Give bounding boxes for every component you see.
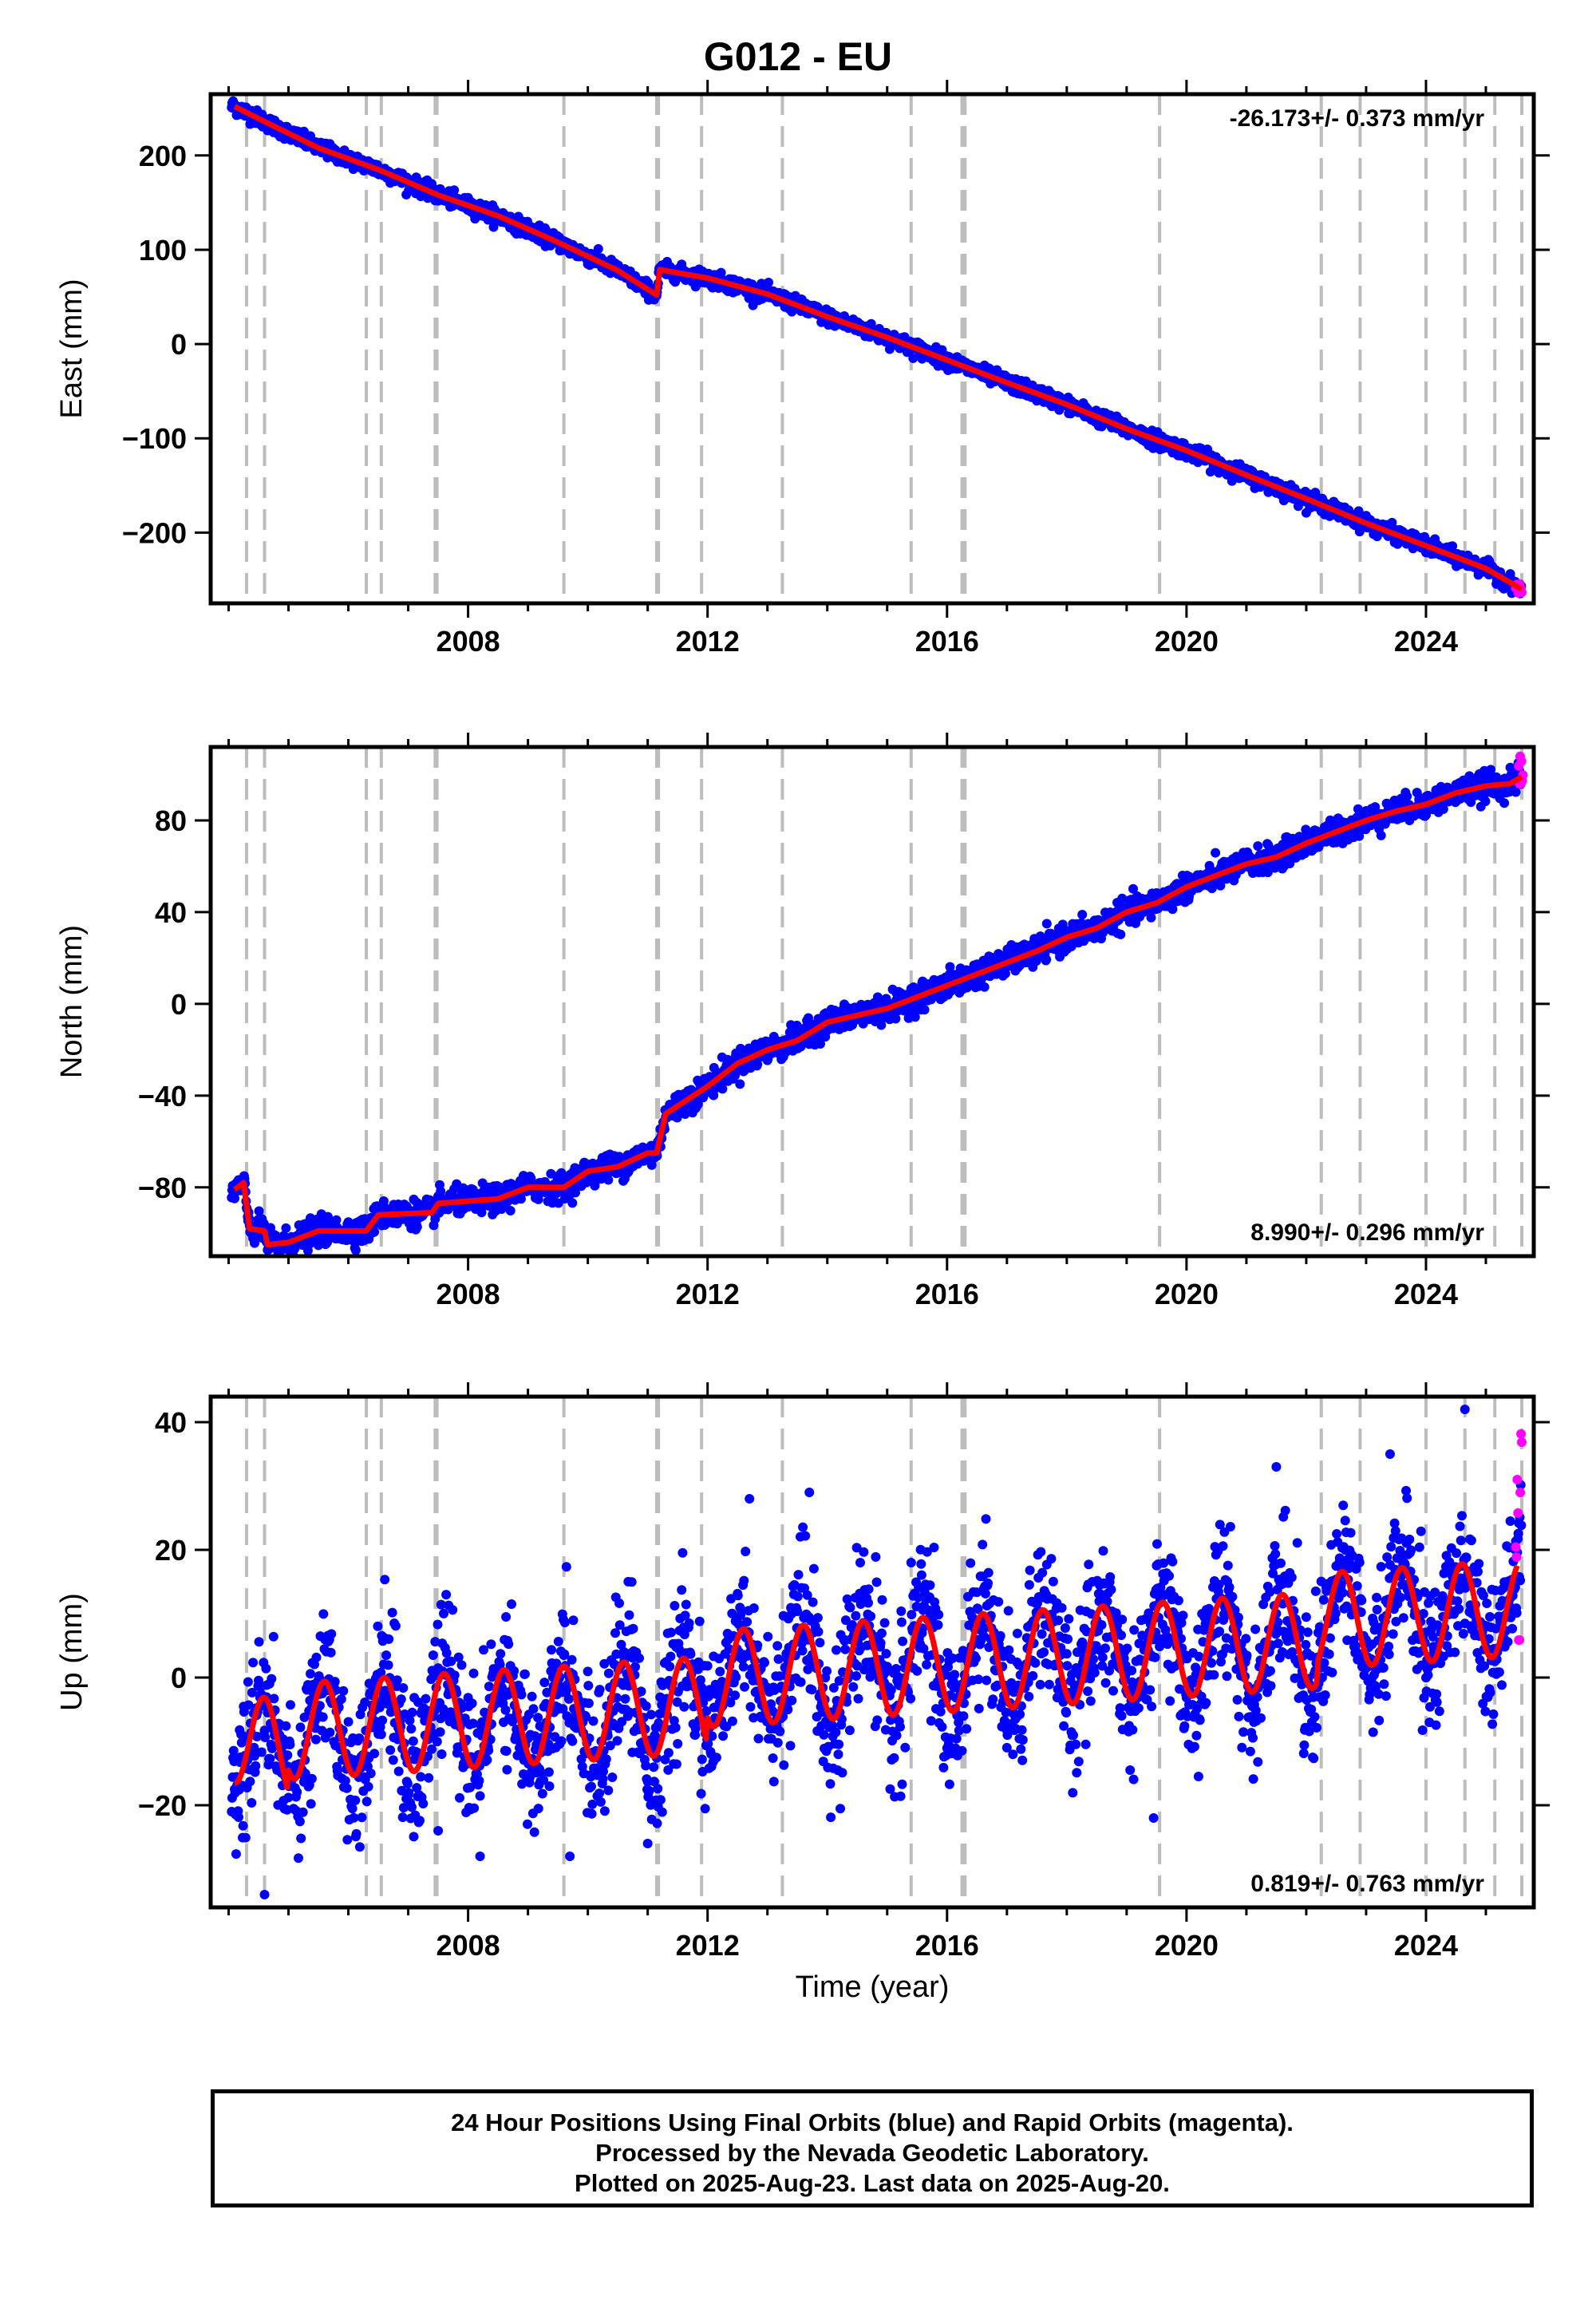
fit-line: [233, 104, 1523, 592]
velocity-rate-label: -26.173+/- 0.373 mm/yr: [1230, 105, 1485, 132]
x-tick-label: 2008: [437, 625, 500, 658]
x-tick-label: 2020: [1155, 625, 1219, 658]
data-point: [350, 1245, 361, 1255]
data-point: [1253, 841, 1263, 852]
data-point: [735, 1079, 745, 1089]
y-tick-label: −100: [122, 422, 187, 455]
data-point: [1116, 929, 1126, 939]
data-point: [693, 1099, 703, 1109]
data-point: [505, 1206, 516, 1215]
data-point: [516, 1194, 526, 1204]
data-point: [1448, 541, 1458, 551]
data-point: [250, 1238, 259, 1248]
data-point: [945, 962, 955, 972]
data-point: [331, 1215, 342, 1225]
data-point: [717, 1084, 728, 1094]
chart-panel-1: 2008 2012 2016 2020 2024 −200 −100 0 100 200 East …: [55, 80, 1550, 658]
data-point: [254, 1206, 264, 1216]
data-point: [910, 1012, 920, 1022]
x-tick-label: 2012: [676, 625, 740, 658]
data-point: [908, 353, 918, 363]
data-point: [369, 1227, 380, 1237]
data-point: [816, 1039, 825, 1049]
data-point: [764, 278, 773, 287]
data-point: [1000, 968, 1010, 978]
y-tick-label: 200: [139, 140, 187, 172]
data-point: [449, 185, 460, 196]
x-tick-label: 2024: [1394, 625, 1458, 658]
data-point: [603, 1175, 614, 1185]
y-tick-label: −200: [122, 516, 187, 549]
data-point: [488, 222, 499, 232]
axis-frame: [208, 92, 1536, 606]
data-point: [1211, 848, 1221, 858]
y-tick-label: 0: [171, 328, 187, 361]
data-point: [567, 1198, 578, 1208]
data-point: [1041, 954, 1052, 965]
data-point: [533, 1194, 543, 1204]
y-axis-label: East (mm): [55, 279, 89, 418]
data-point: [680, 1109, 690, 1119]
data-point: [1387, 517, 1397, 528]
y-tick-label: 100: [139, 234, 187, 267]
data-point: [305, 1239, 315, 1249]
data-point: [1041, 919, 1052, 929]
data-point: [1146, 912, 1156, 923]
data-point: [593, 243, 603, 254]
data-point: [876, 1020, 887, 1030]
data-point: [1167, 904, 1178, 915]
data-point: [753, 1059, 763, 1069]
plot-area: [227, 94, 1527, 603]
final-orbit-points: [227, 96, 1527, 599]
data-point: [979, 982, 990, 992]
data-point: [919, 1005, 930, 1015]
data-point: [646, 1160, 657, 1170]
data-point: [1353, 804, 1363, 814]
plot-area: [227, 747, 1528, 1256]
x-tick-label: 2016: [915, 625, 979, 658]
data-point: [1128, 883, 1138, 894]
data-point: [1077, 910, 1088, 919]
page-title: G012 - EU: [703, 34, 893, 79]
data-point: [281, 1223, 291, 1233]
data-point: [412, 1222, 422, 1232]
data-point: [891, 1014, 901, 1024]
